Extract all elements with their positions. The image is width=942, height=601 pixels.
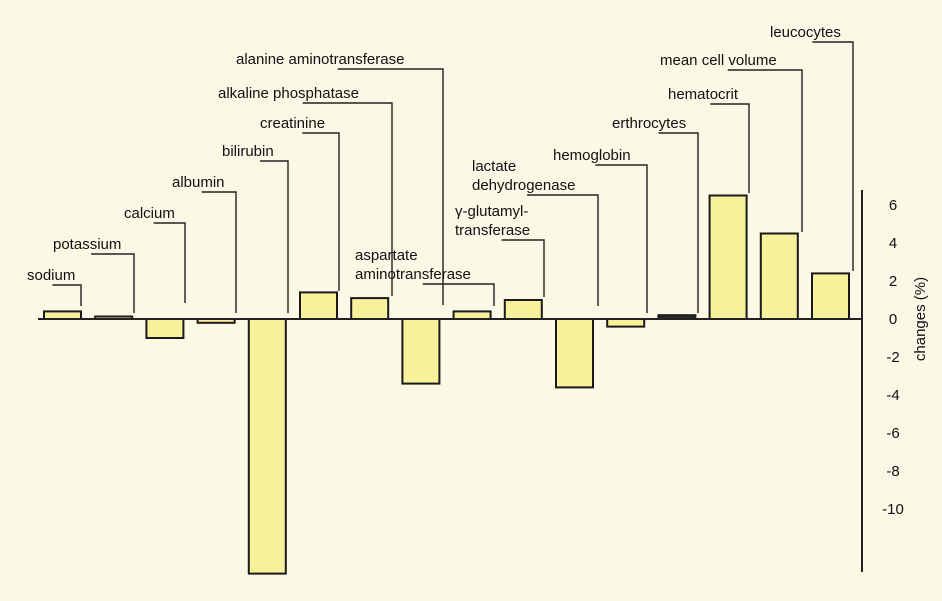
bar-calcium [145,318,185,339]
leader-mean-cell-volume [727,69,803,232]
bar-glutamyl-transferase [503,299,543,320]
y-axis-title: changes (%) [912,277,929,361]
leader-glutamyl-transferase [501,239,545,297]
leader-lactate-dehydrogenase [527,194,599,306]
label-lactate-dehydrogenase: lactate dehydrogenase [472,158,575,194]
leader-sodium [52,284,82,306]
leader-creatinine [302,132,340,291]
leader-aspartate-aminotransferase [422,283,495,306]
y-tick-label: -4 [886,387,899,404]
bar-sodium [43,310,82,320]
bar-alkaline-phosphatase [350,297,390,321]
bar-hemoglobin [606,318,646,328]
label-erthrocytes: erthrocytes [612,115,686,132]
y-tick-label: -10 [882,501,904,518]
y-tick-label: -6 [886,425,899,442]
bar-mean-cell-volume [759,232,799,320]
label-potassium: potassium [53,236,121,253]
label-alanine-aminotransferase: alanine aminotransferase [236,51,404,68]
label-glutamyl-transferase: γ-glutamyl-transferase [455,203,530,239]
label-leucocytes: leucocytes [770,24,841,41]
label-hematocrit: hematocrit [668,86,739,103]
label-creatinine: creatinine [260,115,325,132]
leader-erthrocytes [658,132,699,313]
leader-leucocytes [812,41,854,271]
y-tick-label: -8 [886,463,899,480]
label-aspartate-aminotransferase: aspartate aminotransferase [355,247,471,283]
leader-hemoglobin [595,164,648,313]
label-hemoglobin: hemoglobin [553,147,631,164]
bar-alanine-aminotransferase [452,310,492,320]
label-mean-cell-volume: mean cell volume [660,52,777,69]
leader-albumin [201,191,237,313]
bar-lactate-dehydrogenase [555,318,594,389]
y-tick-label: 0 [889,311,897,328]
bar-creatinine [299,291,338,320]
y-tick-label: -2 [886,349,899,366]
y-tick-label: 2 [889,273,897,290]
leader-alanine-aminotransferase [337,68,444,305]
leader-calcium [153,222,186,303]
bars-group [43,194,850,575]
bar-bilirubin [247,318,287,575]
label-bilirubin: bilirubin [222,143,274,160]
label-alkaline-phosphatase: alkaline phosphatase [218,85,359,102]
leader-bilirubin [260,160,289,313]
label-calcium: calcium [124,205,175,222]
leader-potassium [91,253,135,313]
leader-hematocrit [710,103,750,193]
label-albumin: albumin [172,174,225,191]
leader-alkaline-phosphatase [302,102,393,296]
y-ticks-group: 6 4 2 0 -2 -4 -6 -8 -10 [882,197,904,518]
label-sodium: sodium [27,267,75,284]
y-tick-label: 6 [889,197,897,214]
bar-leucocytes [811,272,850,320]
leader-lines-group [52,41,854,313]
bar-aspartate-aminotransferase [401,318,441,385]
bar-hematocrit [708,194,748,320]
y-tick-label: 4 [889,235,897,252]
